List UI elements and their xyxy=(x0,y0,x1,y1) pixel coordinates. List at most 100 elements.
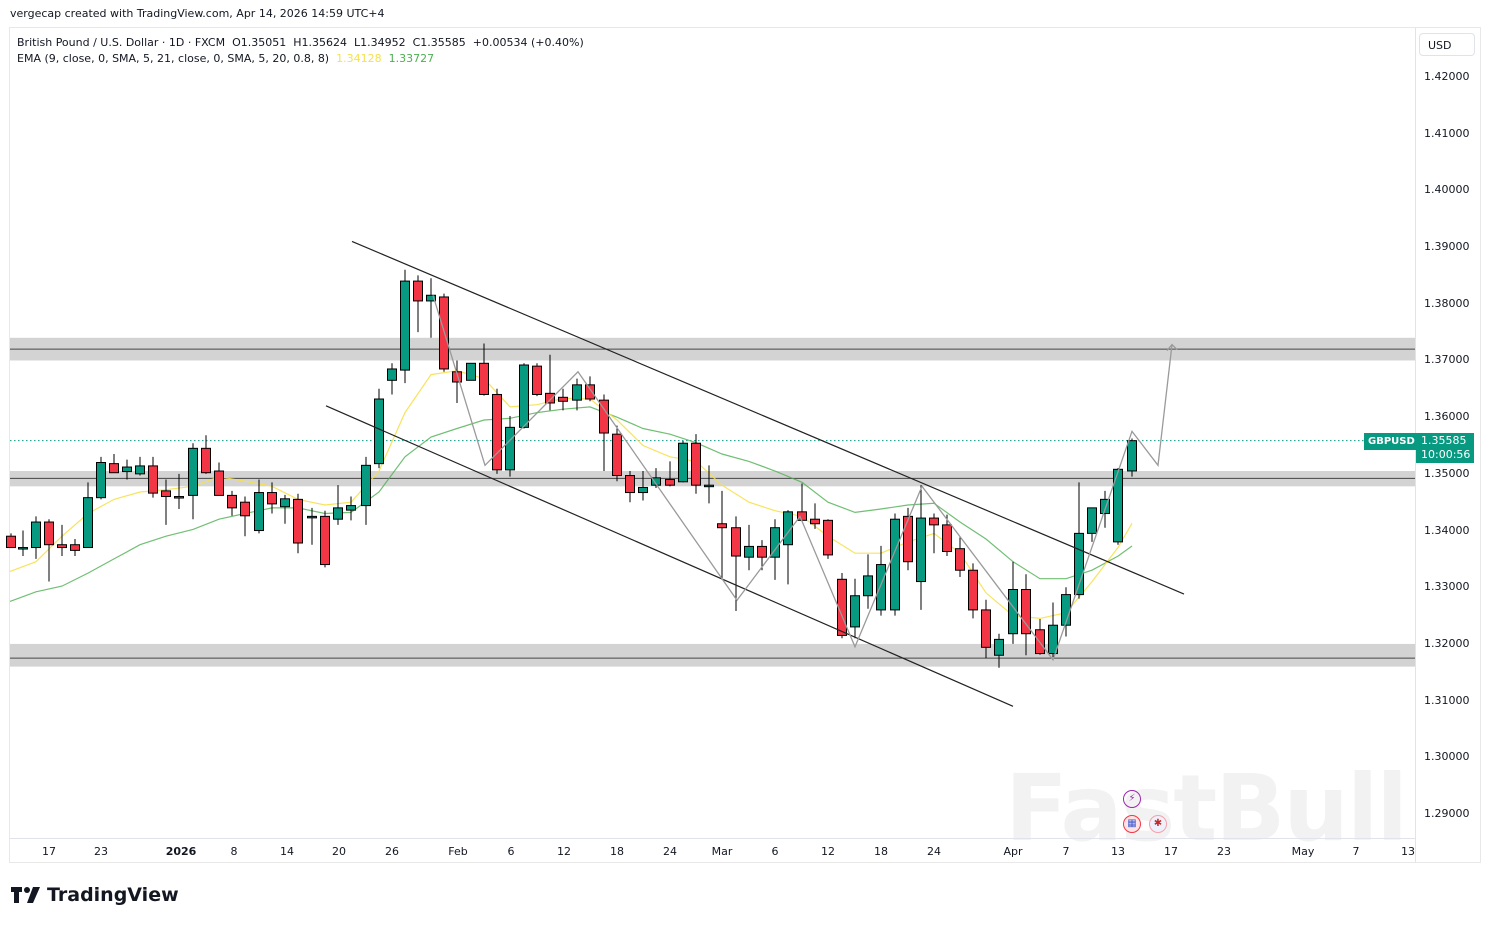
candle-down xyxy=(955,548,965,571)
legend-high: H1.35624 xyxy=(293,36,347,49)
candle-down xyxy=(267,492,277,505)
candle-up xyxy=(638,486,648,494)
time-tick: 26 xyxy=(385,845,399,858)
candle-down xyxy=(797,511,807,521)
candle-down xyxy=(240,501,250,517)
time-tick: Feb xyxy=(448,845,468,858)
candle-up xyxy=(346,505,356,511)
candle-up xyxy=(280,498,290,508)
watermark: FastBull xyxy=(1005,755,1408,862)
chart-legend: British Pound / U.S. Dollar · 1D · FXCM … xyxy=(17,35,584,67)
candle-up xyxy=(1048,624,1058,655)
tradingview-logo-icon xyxy=(11,887,40,903)
candle-up xyxy=(333,507,343,520)
candle-down xyxy=(981,609,991,648)
candle-up xyxy=(876,564,886,611)
time-tick: 24 xyxy=(927,845,941,858)
candle-down xyxy=(109,463,119,474)
candle-down xyxy=(558,396,568,402)
candle-down xyxy=(148,465,158,494)
candle-up xyxy=(1087,507,1097,534)
candle-up xyxy=(135,465,145,475)
candle-up xyxy=(122,466,132,473)
time-tick: 6 xyxy=(507,845,515,858)
candle-up xyxy=(783,511,793,546)
candle-down xyxy=(44,521,54,546)
tradingview-logo[interactable]: TradingView xyxy=(11,884,179,906)
candle-up xyxy=(31,521,41,549)
last-price-value: 1.35585 xyxy=(1421,434,1467,447)
us-flag-event-icon[interactable]: ▦ xyxy=(1123,815,1141,833)
candle-down xyxy=(968,569,978,611)
time-tick: 18 xyxy=(610,845,624,858)
candle-down xyxy=(532,365,542,395)
time-tick: 17 xyxy=(1164,845,1178,858)
price-tick: 1.41000 xyxy=(1424,126,1470,140)
time-tick: 17 xyxy=(42,845,56,858)
price-tick: 1.36000 xyxy=(1424,410,1470,424)
price-tick: 1.30000 xyxy=(1424,750,1470,764)
candle-down xyxy=(757,545,767,558)
legend-close: C1.35585 xyxy=(412,36,466,49)
price-tick: 1.31000 xyxy=(1424,693,1470,707)
candle-down xyxy=(691,442,701,486)
price-tick: 1.32000 xyxy=(1424,636,1470,650)
price-tick: 1.33000 xyxy=(1424,580,1470,594)
candle-up xyxy=(678,442,688,483)
candle-down xyxy=(585,384,595,400)
ema-slow-line xyxy=(9,406,1133,602)
legend-symbol-row[interactable]: British Pound / U.S. Dollar · 1D · FXCM … xyxy=(17,35,584,51)
candle-down xyxy=(6,535,16,549)
time-tick: 23 xyxy=(94,845,108,858)
time-tick: 20 xyxy=(332,845,346,858)
candle-down xyxy=(731,527,741,557)
time-tick: 12 xyxy=(821,845,835,858)
indicator-name: EMA (9, close, 0, SMA, 5, 21, close, 0, … xyxy=(17,52,330,65)
time-tick: Mar xyxy=(711,845,733,858)
price-tick: 1.38000 xyxy=(1424,296,1470,310)
candle-up xyxy=(744,545,754,558)
candle-down xyxy=(665,479,675,486)
candle-up xyxy=(651,477,661,486)
price-tick: 1.39000 xyxy=(1424,240,1470,254)
uk-flag-event-icon[interactable]: ✱ xyxy=(1149,815,1167,833)
candle-up xyxy=(361,464,371,507)
candle-up xyxy=(426,294,436,302)
price-tick: 1.34000 xyxy=(1424,523,1470,537)
price-tick: 1.29000 xyxy=(1424,807,1470,820)
candle-down xyxy=(1021,588,1031,635)
legend-indicator-row[interactable]: EMA (9, close, 0, SMA, 5, 21, close, 0, … xyxy=(17,51,584,67)
candle-up xyxy=(307,515,317,519)
price-tick: 1.37000 xyxy=(1424,353,1470,367)
candle-up xyxy=(505,426,515,471)
candle-up xyxy=(519,364,529,428)
currency-button[interactable]: USD xyxy=(1419,33,1475,56)
time-tick: 7 xyxy=(1352,845,1360,858)
time-tick: 14 xyxy=(280,845,294,858)
time-tick: 18 xyxy=(874,845,888,858)
time-axis[interactable] xyxy=(10,838,1415,863)
time-tick: Apr xyxy=(1003,845,1023,858)
lightning-event-icon[interactable]: ⚡ xyxy=(1123,790,1141,808)
candle-down xyxy=(903,515,913,563)
candle-up xyxy=(466,362,476,381)
candle-down xyxy=(214,470,224,496)
candle-up xyxy=(400,280,410,371)
candle-down xyxy=(612,433,622,477)
candle-up xyxy=(1100,498,1110,515)
ema-fast-value: 1.34128 xyxy=(336,52,382,65)
price-tick: 1.35000 xyxy=(1424,466,1470,480)
candle-up xyxy=(890,518,900,611)
bar-countdown: 10:00:56 xyxy=(1421,448,1471,461)
candle-down xyxy=(479,362,489,395)
ema-fast-line xyxy=(9,370,1133,620)
trendline-channel-upper xyxy=(351,240,1185,595)
ema-slow-value: 1.33727 xyxy=(388,52,435,65)
candle-down xyxy=(201,447,211,474)
legend-change: +0.00534 (+0.40%) xyxy=(472,36,584,49)
candle-up xyxy=(994,638,1004,656)
legend-open: O1.35051 xyxy=(232,36,287,49)
candle-up xyxy=(704,484,714,488)
candle-down xyxy=(227,494,237,509)
